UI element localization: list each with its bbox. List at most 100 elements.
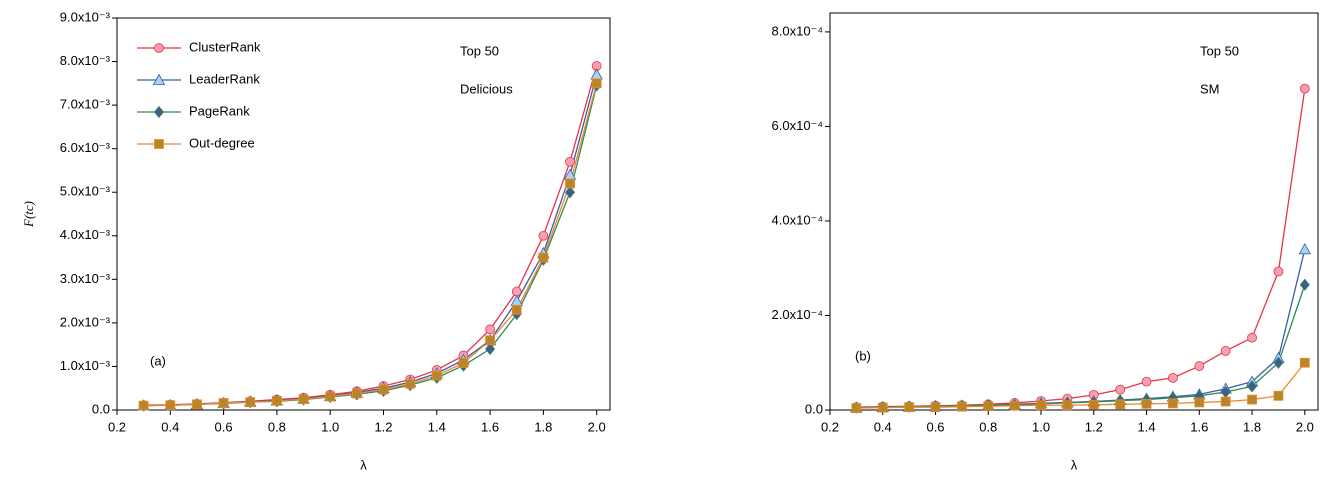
marker [138,400,149,411]
x-axis-label: λ [1071,457,1078,472]
marker [1036,400,1046,411]
y-tick-label: 8.0x10⁻³ [60,53,111,68]
marker [1247,380,1258,393]
marker [930,402,941,413]
y-tick-label: 3.0x10⁻³ [60,271,111,286]
marker [1062,400,1073,411]
plot-frame [829,12,1319,411]
marker [565,186,576,199]
marker [511,286,522,297]
y-tick-label: 6.0x10⁻⁴ [772,118,823,133]
y-tick-label: 7.0x10⁻³ [60,97,111,112]
series-line [143,85,598,407]
y-tick-label: 5.0x10⁻³ [60,184,111,199]
marker [511,304,522,315]
marker [877,402,888,413]
marker [904,402,915,413]
marker [405,378,416,389]
legend-marker [153,105,165,119]
marker [1194,361,1205,371]
marker [538,230,549,241]
series-line [856,284,1306,409]
annotation: (a) [150,353,166,368]
marker [1299,278,1310,291]
marker [1220,396,1231,407]
marker [591,78,602,89]
x-tick-label: 1.6 [481,419,499,434]
legend-marker [154,139,164,149]
x-tick-label: 0.2 [821,419,839,434]
marker [192,399,202,410]
x-tick-label: 1.2 [374,419,392,434]
marker [431,370,442,381]
marker [485,342,496,356]
marker [485,335,495,346]
marker [1298,242,1311,255]
annotation: Top 50 [1200,43,1239,58]
marker [245,397,256,408]
x-tick-label: 1.8 [1243,419,1261,434]
x-tick-label: 0.4 [161,419,179,434]
x-tick-label: 1.2 [1085,419,1103,434]
x-tick-label: 1.6 [1190,419,1208,434]
marker [271,395,282,406]
series-line [143,74,598,407]
marker [1247,394,1257,405]
legend-label: Out-degree [189,135,255,150]
marker [1115,399,1126,410]
y-axis-label: F(tc) [21,201,36,228]
marker [538,252,549,263]
marker [983,401,994,412]
annotation: Top 50 [460,43,499,58]
marker [325,391,336,402]
x-tick-label: 0.6 [215,419,233,434]
annotation: (b) [855,348,871,363]
y-tick-label: 4.0x10⁻⁴ [772,212,823,227]
x-tick-label: 2.0 [588,419,606,434]
marker [1299,83,1310,94]
marker [851,403,862,414]
marker [590,68,603,80]
marker [298,394,309,405]
legend-label: LeaderRank [189,71,260,86]
x-tick-label: 1.4 [428,419,446,434]
marker [1168,398,1178,409]
marker [1009,400,1020,411]
x-axis-label: λ [360,457,367,472]
marker [351,388,362,399]
x-tick-label: 1.8 [534,419,552,434]
plot-frame [116,17,611,411]
x-tick-label: 0.6 [926,419,944,434]
marker [956,401,967,412]
y-tick-label: 4.0x10⁻³ [60,227,111,242]
y-tick-label: 1.0x10⁻³ [60,358,111,373]
marker [378,384,389,395]
legend-marker [154,43,164,53]
y-tick-label: 6.0x10⁻³ [60,140,111,155]
series-line [856,249,1306,409]
y-tick-label: 0.0 [92,401,110,416]
y-tick-label: 9.0x10⁻³ [60,9,111,24]
marker [1220,346,1231,356]
annotation: Delicious [460,81,513,96]
marker [218,398,229,408]
marker [485,324,495,335]
x-tick-label: 2.0 [1296,419,1314,434]
marker [565,156,575,167]
x-tick-label: 1.4 [1138,419,1156,434]
series-line [143,83,598,407]
x-tick-label: 1.0 [321,419,339,434]
x-tick-label: 0.2 [108,419,126,434]
y-tick-label: 8.0x10⁻⁴ [772,23,823,38]
marker [1299,357,1310,368]
marker [1168,372,1178,383]
x-tick-label: 0.8 [979,419,997,434]
marker [1273,356,1284,369]
y-tick-label: 2.0x10⁻³ [60,314,111,329]
marker [1141,398,1152,409]
legend-label: PageRank [189,103,250,118]
marker [1115,384,1126,395]
x-tick-label: 1.0 [1032,419,1050,434]
marker [458,358,469,368]
